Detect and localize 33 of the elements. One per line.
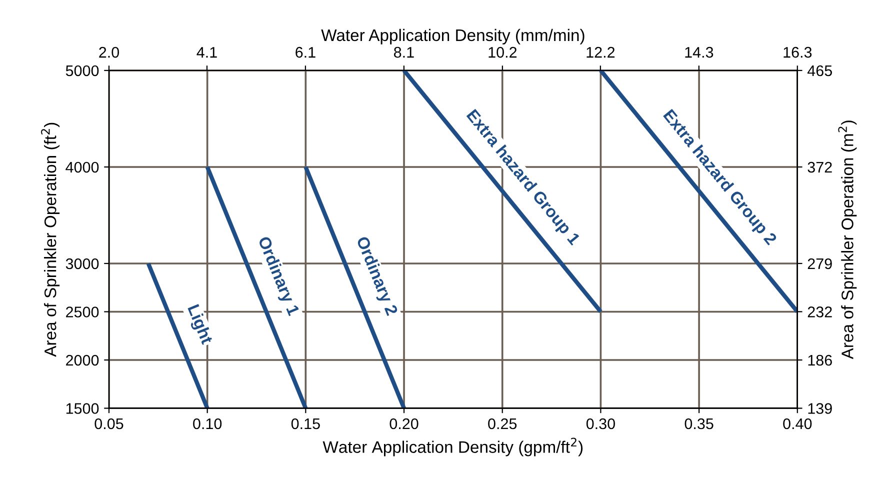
y2-tick-label: 465 (807, 65, 832, 76)
x-tick-label: 0.35 (684, 418, 714, 430)
y-tick-label: 2000 (66, 354, 99, 366)
x2-tick-label: 14.3 (685, 46, 714, 58)
y2-tick-label: 372 (808, 162, 832, 173)
x-tick-label: 0.25 (488, 418, 517, 430)
x2-tick-label: 12.2 (586, 46, 615, 58)
x-axis-title: Water Application Density (gpm/ft$^{2}$) (322, 438, 583, 456)
y2-tick-label: 279 (808, 258, 832, 270)
y-tick-label: 5000 (66, 65, 99, 76)
x2-tick-label: 10.2 (488, 46, 517, 58)
y2-tick-label: 186 (808, 354, 832, 366)
x-tick-label: 0.40 (783, 418, 812, 430)
x2-tick-label: 8.1 (394, 46, 414, 58)
x2-axis-title: Water Application Density (mm/min) (321, 28, 584, 44)
y-axis-title: Area of Sprinkler Operation (ft$^{2}$) (41, 122, 60, 357)
x2-tick-label: 6.1 (296, 46, 316, 58)
text: Light (184, 304, 214, 346)
y-tick-label: 2500 (66, 306, 99, 318)
x-tick-label: 0.10 (193, 418, 222, 430)
y-tick-label: 4000 (66, 162, 99, 173)
x-tick-label: 0.15 (291, 418, 320, 430)
y-tick-label: 1500 (66, 403, 99, 414)
x-tick-label: 0.20 (390, 418, 418, 430)
x2-tick-label: 16.3 (784, 46, 812, 58)
x2-tick-label: 4.1 (196, 47, 217, 58)
y2-axis-title: Area of Sprinkler Operation (m$^{2}$) (838, 120, 857, 360)
y2-tick-label: 139 (808, 403, 832, 414)
x-tick-label: 0.30 (586, 418, 615, 430)
x-tick-label: 0.05 (94, 418, 124, 430)
x2-tick-label: 2.0 (99, 46, 119, 58)
y2-tick-label: 232 (808, 306, 832, 318)
y-tick-label: 3000 (66, 258, 99, 270)
